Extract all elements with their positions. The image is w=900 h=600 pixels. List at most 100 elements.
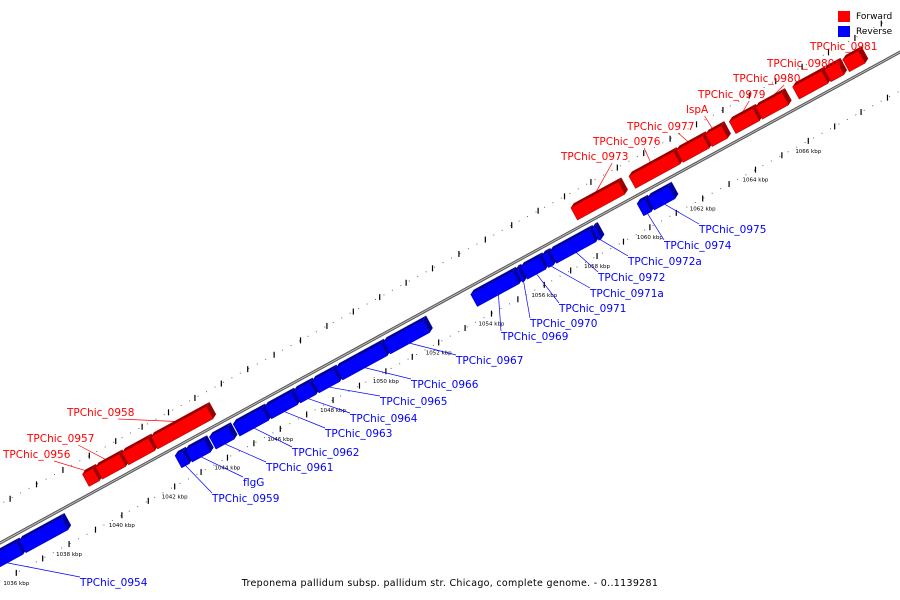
ruler-dot (738, 100, 740, 102)
ruler-dot (282, 349, 284, 351)
label-leader (409, 342, 457, 356)
gene-side (206, 401, 217, 419)
ruler-dot (213, 464, 215, 466)
gene-top (293, 377, 313, 391)
ruler-dot (500, 307, 502, 309)
legend-reverse: Reverse (838, 24, 892, 39)
ruler-dot (130, 432, 132, 434)
gene-side (752, 103, 763, 121)
gene-label: TPChic_0971a (589, 288, 664, 300)
ruler-label: 1040 kbp (109, 523, 135, 529)
ruler-dot (187, 478, 189, 480)
ruler-dot (289, 423, 291, 425)
ruler-dot (662, 142, 664, 144)
ruler-label: 1038 kbp (56, 552, 82, 558)
label-leader (664, 204, 700, 225)
gene-side (119, 449, 130, 467)
gene-top (264, 387, 295, 407)
gene-TPChic_0975 (647, 181, 679, 211)
ruler-dot (408, 280, 410, 282)
gene-face (383, 319, 431, 355)
ruler-dot (239, 372, 241, 374)
ruler-dot (829, 128, 831, 130)
ruler-dot (863, 109, 865, 111)
ruler-dot (711, 192, 713, 194)
ruler-dot (449, 335, 451, 337)
ruler-dot (619, 165, 621, 167)
ruler-dot (813, 137, 815, 139)
ruler-label: 1046 kbp (267, 437, 293, 443)
ruler-dot (44, 556, 46, 558)
gene-face (520, 256, 547, 280)
ruler-dot (720, 188, 722, 190)
gene-TPChic_0972 (549, 224, 600, 264)
gene-label: TPChic_0954 (79, 577, 148, 589)
ruler-dot (121, 437, 123, 439)
ruler-dot (822, 54, 824, 56)
ruler-dot (162, 492, 164, 494)
gene-face (636, 198, 652, 217)
reverse-swatch (838, 26, 850, 37)
gene-face (18, 517, 69, 554)
ruler-dot (897, 91, 899, 93)
ruler-dot (687, 128, 689, 130)
ruler-dot (383, 294, 385, 296)
gene-label: TPChic_0967 (455, 355, 523, 367)
ruler-label: 1058 kbp (584, 264, 610, 270)
ruler-dot (52, 552, 54, 554)
gene-TPChic_0971a (541, 248, 557, 269)
ruler-dot (755, 91, 757, 93)
ruler-dot (703, 197, 705, 199)
map-caption: Treponema pallidum subsp. pallidum str. … (241, 578, 659, 589)
ruler-dot (180, 404, 182, 406)
ruler-dot (400, 285, 402, 287)
ruler-dot (290, 345, 292, 347)
ruler-dot (61, 547, 63, 549)
backbone-line (0, 50, 900, 545)
ruler-dot (280, 427, 282, 429)
ruler-dot (601, 252, 603, 254)
ruler-dot (416, 354, 418, 356)
ruler-dot (358, 308, 360, 310)
ruler-dot (272, 432, 274, 434)
ruler-dot (255, 441, 257, 443)
ruler-dot (341, 317, 343, 319)
ruler-dot (256, 363, 258, 365)
gene-top (628, 147, 677, 177)
gene-face (95, 453, 127, 480)
gene-side (333, 364, 344, 382)
gene-TPChic_0954 (0, 537, 27, 568)
ruler-dot (442, 262, 444, 264)
gene-top (792, 66, 825, 87)
gene-side (594, 222, 605, 239)
ruler-dot (577, 188, 579, 190)
ruler-dot (475, 321, 477, 323)
ruler-dot (111, 519, 113, 521)
ruler-dot (407, 358, 409, 360)
ruler-dot (610, 248, 612, 250)
gene-lspA (705, 121, 731, 147)
gene-side (721, 121, 731, 138)
ruler-dot (70, 464, 72, 466)
ruler-dot (770, 160, 772, 162)
gene-flgG (185, 435, 214, 463)
gene-TPChic_0973 (570, 177, 628, 221)
gene-face (842, 50, 866, 73)
ruler-dot (831, 50, 833, 52)
gene-top (520, 252, 543, 267)
label-leader (647, 213, 665, 241)
label-leader (284, 411, 326, 429)
gene-side (668, 181, 679, 199)
gene-label: TPChic_0972 (597, 272, 665, 284)
gene-face (232, 407, 270, 437)
gene-side (291, 387, 301, 405)
gene-side (227, 422, 238, 440)
ruler-dot (231, 377, 233, 379)
ruler-dot (35, 561, 37, 563)
ruler-dot (508, 303, 510, 305)
gene-face (335, 342, 388, 381)
gene-face (185, 439, 212, 463)
ruler-dot (542, 284, 544, 286)
gene-label: TPChic_0980 (732, 73, 800, 85)
gene-top (842, 46, 862, 60)
